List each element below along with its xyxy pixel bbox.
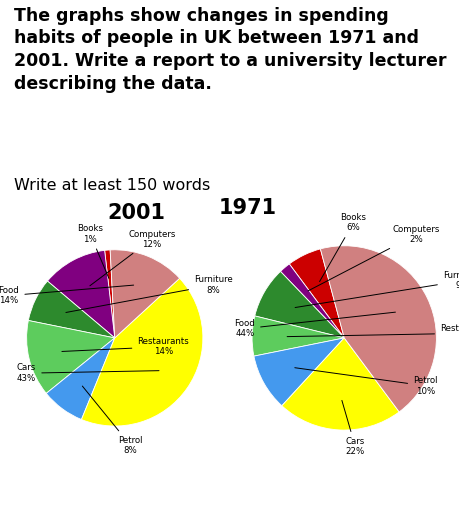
Wedge shape [28, 281, 115, 338]
Wedge shape [27, 321, 115, 393]
Text: The graphs show changes in spending
habits of people in UK between 1971 and
2001: The graphs show changes in spending habi… [14, 7, 446, 93]
Text: Restaurants
14%: Restaurants 14% [62, 337, 189, 356]
Text: Petrol
10%: Petrol 10% [295, 368, 437, 396]
Text: Food
44%: Food 44% [235, 312, 395, 338]
Text: ▲: ▲ [416, 473, 435, 497]
Wedge shape [255, 271, 344, 338]
Text: Food
14%: Food 14% [0, 285, 134, 305]
Wedge shape [254, 338, 344, 406]
Wedge shape [320, 246, 437, 412]
Wedge shape [81, 278, 203, 426]
Wedge shape [47, 250, 115, 338]
Text: Cars
22%: Cars 22% [342, 400, 365, 456]
Wedge shape [110, 250, 179, 338]
Wedge shape [105, 250, 115, 338]
Text: Furniture
8%: Furniture 8% [66, 275, 233, 312]
Text: Books
6%: Books 6% [319, 213, 366, 282]
Text: Computers
12%: Computers 12% [90, 229, 175, 286]
Text: 2001: 2001 [108, 203, 166, 223]
Text: Restaurants
7%: Restaurants 7% [287, 324, 459, 343]
Wedge shape [289, 249, 344, 338]
Text: Write at least 150 words: Write at least 150 words [14, 179, 210, 194]
Text: Spending habits of people in UK between 1971 and 2: Spending habits of people in UK between … [10, 478, 448, 493]
Wedge shape [282, 338, 399, 430]
Text: 1971: 1971 [218, 198, 276, 218]
Text: Furniture
9%: Furniture 9% [295, 271, 459, 308]
Text: Cars
43%: Cars 43% [17, 364, 159, 383]
Text: Computers
2%: Computers 2% [308, 225, 440, 291]
Wedge shape [280, 264, 344, 338]
Text: Petrol
8%: Petrol 8% [82, 386, 143, 455]
Text: Books
1%: Books 1% [77, 224, 109, 279]
Wedge shape [252, 316, 344, 356]
Wedge shape [46, 338, 115, 419]
